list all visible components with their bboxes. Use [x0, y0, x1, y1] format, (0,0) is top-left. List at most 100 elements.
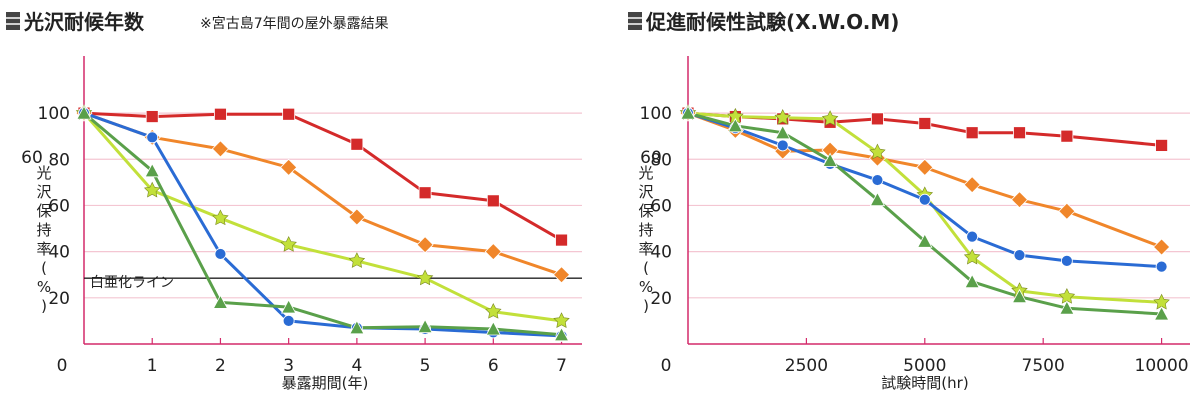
- series-2-point: [963, 248, 981, 265]
- series-0-point: [486, 194, 500, 208]
- series-4-point: [76, 105, 92, 120]
- y-tick-label: 60: [650, 196, 672, 216]
- series-1-point: [552, 266, 571, 284]
- series-4-point: [417, 318, 433, 334]
- series-0-point: [555, 233, 568, 247]
- chart-subtitle: ※宮古島7年間の屋外暴露結果: [200, 16, 389, 32]
- series-2-point: [416, 269, 434, 286]
- y-tick-label: 20: [650, 289, 672, 309]
- series-4-point: [144, 162, 160, 178]
- chalking-line-label: 白亜化ライン: [90, 275, 174, 291]
- series-4-point: [917, 233, 933, 248]
- series-3-point: [966, 230, 979, 243]
- series-0-point: [418, 186, 432, 200]
- series-3-point: [214, 248, 227, 260]
- x-axis-label: 暴露期間(年): [282, 374, 369, 392]
- chart-panel-outdoor-exposure: 光沢耐候年数 ※宮古島7年間の屋外暴露結果 60 光沢保持率(%) 暴露期間(年…: [6, 10, 582, 392]
- series-4-point: [869, 191, 886, 207]
- series-2-point: [774, 109, 791, 125]
- x-tick-label: 2: [215, 356, 226, 376]
- series-2-point: [485, 303, 502, 319]
- series-0-point: [350, 137, 364, 151]
- series-1-point: [916, 158, 934, 176]
- series-line-1: [82, 111, 563, 277]
- series-line-4: [82, 111, 563, 337]
- series-4-point: [822, 152, 838, 167]
- series-3-point: [1060, 254, 1073, 267]
- series-3-point: [146, 131, 159, 144]
- y-tick-label: 60: [48, 196, 70, 216]
- title-bullet-icon: [6, 12, 20, 30]
- series-4-point: [964, 273, 980, 289]
- y-tick-label: 100: [640, 104, 672, 124]
- x-tick-label: 4: [351, 356, 362, 376]
- y-tick-label: 40: [48, 243, 70, 263]
- series-1-point: [963, 176, 981, 194]
- y-tick-label: 100: [38, 104, 70, 124]
- x-tick-label: 6: [488, 356, 499, 376]
- series-1-point: [1010, 191, 1029, 209]
- series-0-point: [1155, 139, 1168, 152]
- chart-panel-accelerated-weathering: 促進耐候性試験(X.W.O.M) 60 光沢保持率(%) 試験時間(hr) 0 2…: [628, 10, 1190, 392]
- series-0-point: [918, 117, 932, 130]
- y-axis-label: 光沢保持率(%): [36, 164, 51, 315]
- x-tick-label: 10000: [1135, 356, 1189, 376]
- x-tick-label: 7: [556, 356, 567, 376]
- x-tick-label: 1: [147, 356, 158, 376]
- series-2-point: [869, 143, 886, 160]
- series-4-point: [553, 326, 570, 342]
- series-0-point: [1060, 129, 1074, 143]
- series-2-point: [553, 312, 570, 328]
- x-tick-label: 2500: [785, 356, 828, 376]
- y-tick-label: 80: [650, 150, 672, 170]
- x-tick-label: 5000: [903, 356, 946, 376]
- series-1-point: [1153, 238, 1171, 256]
- series-4-point: [680, 105, 696, 120]
- series-4-point: [1153, 306, 1170, 321]
- series-0-point: [965, 126, 979, 140]
- y-tick-label: 80: [48, 150, 70, 170]
- y-tick-label-extra: 60: [640, 148, 662, 168]
- series-4-point: [485, 321, 501, 336]
- series-line-0: [82, 111, 563, 242]
- series-line-3: [82, 111, 563, 338]
- x-tick-label: 7500: [1022, 356, 1065, 376]
- series-4-point: [1059, 300, 1075, 315]
- series-2-point: [821, 110, 839, 126]
- title-bullet-icon: [628, 12, 642, 30]
- series-4-point: [775, 124, 791, 140]
- series-0-point: [282, 107, 296, 121]
- series-0-point: [145, 110, 159, 123]
- x-axis-label: 試験時間(hr): [881, 374, 968, 392]
- series-4-point: [280, 299, 297, 314]
- series-3-point: [871, 174, 884, 186]
- series-0-point: [1013, 126, 1026, 140]
- series-line-4: [686, 111, 1164, 316]
- series-4-point: [727, 117, 744, 133]
- series-0-point: [214, 107, 227, 121]
- series-3-point: [1155, 260, 1168, 273]
- series-line-2: [686, 111, 1164, 304]
- chart-title: 光沢耐候年数: [23, 10, 145, 34]
- x-tick-label: 3: [283, 356, 294, 376]
- series-2-point: [280, 236, 297, 252]
- series-1-point: [416, 236, 434, 254]
- series-4-point: [349, 319, 365, 335]
- y-tick-label: 40: [650, 243, 672, 263]
- chart-title: 促進耐候性試験(X.W.O.M): [645, 10, 899, 34]
- series-1-point: [348, 208, 366, 226]
- series-3-point: [1013, 249, 1026, 262]
- x-tick-label: 5: [420, 356, 431, 376]
- series-4-point: [212, 294, 229, 309]
- series-3-point: [918, 193, 931, 206]
- series-2-point: [212, 209, 229, 226]
- series-0-point: [871, 112, 884, 126]
- series-1-point: [211, 140, 230, 158]
- y-tick-label: 20: [48, 289, 70, 309]
- x-tick-label: 0: [57, 356, 68, 376]
- series-1-point: [280, 158, 298, 176]
- series-line-1: [686, 111, 1164, 249]
- series-4-point: [1011, 288, 1028, 304]
- series-2-point: [348, 252, 366, 268]
